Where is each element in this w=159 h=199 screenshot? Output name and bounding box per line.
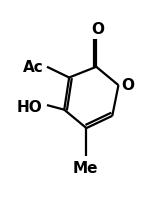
- Text: O: O: [121, 78, 135, 94]
- Text: Ac: Ac: [23, 60, 44, 75]
- Text: HO: HO: [17, 100, 43, 115]
- Text: Me: Me: [73, 161, 99, 176]
- Text: O: O: [92, 22, 105, 37]
